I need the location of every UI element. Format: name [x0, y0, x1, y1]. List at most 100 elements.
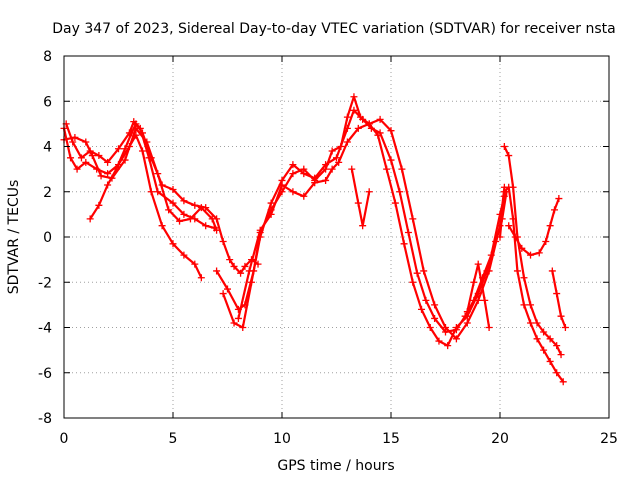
series-track-12	[463, 260, 493, 331]
data-point	[121, 156, 129, 164]
data-point	[335, 158, 343, 166]
series-trace	[551, 269, 567, 329]
data-point	[546, 357, 554, 365]
data-point	[267, 210, 275, 218]
data-point	[180, 251, 188, 259]
y-tick-label: -6	[38, 366, 52, 382]
series-track-4	[86, 120, 262, 277]
data-point	[348, 165, 356, 173]
data-point	[387, 156, 395, 164]
data-point	[365, 188, 373, 196]
data-point	[202, 204, 210, 212]
y-axis-label: SDTVAR / TECUs	[6, 180, 22, 295]
data-point	[247, 278, 255, 286]
y-tick-label: -4	[38, 321, 52, 337]
data-point	[186, 215, 194, 223]
data-point	[165, 206, 173, 214]
data-point	[224, 285, 231, 293]
series-trace	[65, 120, 216, 229]
data-point	[128, 129, 136, 137]
x-tick-label: 10	[273, 431, 291, 447]
x-tick-label: 5	[169, 431, 178, 447]
data-point	[115, 145, 122, 153]
data-point	[422, 296, 430, 304]
series-track-13	[348, 165, 373, 230]
data-point	[95, 201, 103, 209]
data-point	[409, 278, 417, 286]
series-trace	[89, 122, 260, 275]
data-point	[88, 152, 96, 160]
data-point	[553, 369, 561, 377]
data-point	[431, 301, 439, 309]
axis-ticks: 0 5 10 15 20 25 -8 -6 -4 -2 0 2 4 6 8	[38, 49, 618, 447]
data-point	[426, 324, 434, 331]
y-tick-label: 0	[43, 230, 52, 246]
data-point	[289, 188, 297, 196]
series-track-11	[548, 267, 569, 331]
data-point	[354, 199, 362, 207]
series-track-2	[62, 118, 218, 232]
data-point	[350, 106, 358, 114]
data-point	[533, 319, 541, 327]
data-point	[289, 170, 297, 178]
data-point	[237, 269, 245, 277]
data-point	[413, 269, 421, 277]
data-point	[511, 233, 519, 241]
data-point	[551, 206, 558, 214]
data-point	[104, 170, 112, 178]
data-point	[230, 262, 238, 270]
y-tick-label: -8	[38, 411, 52, 427]
data-point	[234, 314, 242, 322]
data-point	[82, 158, 90, 166]
data-point	[483, 267, 491, 275]
data-point	[300, 192, 308, 200]
data-point	[95, 152, 103, 160]
chart-title: Day 347 of 2023, Sidereal Day-to-day VTE…	[52, 21, 615, 37]
data-point	[365, 120, 373, 128]
data-point	[350, 93, 358, 101]
data-point	[435, 337, 443, 345]
data-point	[267, 199, 275, 207]
data-point	[343, 138, 351, 146]
data-point	[278, 181, 286, 189]
data-point	[121, 145, 129, 153]
series-track-7	[234, 120, 511, 350]
data-point	[540, 328, 548, 336]
data-point	[535, 249, 543, 257]
data-point	[496, 233, 504, 241]
data-point	[132, 120, 140, 128]
data-point	[82, 138, 90, 146]
data-point	[555, 195, 563, 203]
data-point	[444, 342, 452, 350]
data-point	[553, 342, 561, 350]
series-track-8	[496, 183, 567, 386]
data-point	[442, 328, 449, 336]
data-point	[470, 278, 478, 286]
data-point	[359, 115, 367, 123]
data-point	[505, 222, 513, 230]
data-point	[213, 215, 221, 223]
series-trace	[237, 122, 508, 347]
data-point	[359, 222, 367, 230]
data-point	[518, 244, 526, 252]
data-point	[343, 124, 351, 132]
data-point	[463, 308, 471, 316]
data-point	[219, 290, 227, 298]
data-point	[180, 210, 188, 218]
data-point	[418, 305, 426, 313]
data-point	[328, 165, 336, 173]
data-point	[138, 147, 146, 155]
data-point	[533, 335, 541, 343]
data-point	[557, 351, 565, 359]
grid-lines	[64, 56, 609, 418]
data-point	[169, 185, 177, 193]
data-point	[241, 262, 249, 270]
data-point	[226, 256, 234, 264]
series-trace	[350, 168, 371, 227]
data-point	[452, 335, 460, 343]
data-point	[138, 129, 146, 137]
data-point	[492, 238, 500, 246]
data-point	[463, 319, 471, 327]
data-point	[396, 188, 404, 196]
